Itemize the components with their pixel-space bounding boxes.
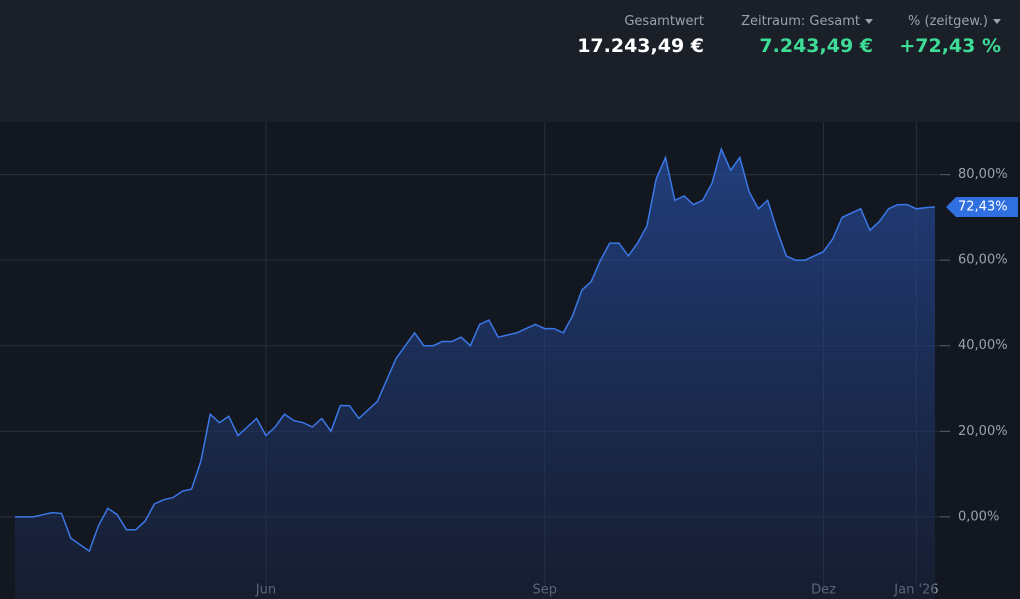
stat: Gesamtwert 17.243,49 € xyxy=(577,14,704,57)
mode-dropdown[interactable]: % (zeitgew.) xyxy=(899,14,1001,29)
y-tick-label: 20,00% xyxy=(958,424,1008,439)
area xyxy=(15,149,935,599)
stat: Zeitraum: Gesamt 7.243,49 € xyxy=(741,14,873,57)
value-badge xyxy=(946,197,1018,218)
y-tick-label: 60,00% xyxy=(958,253,1008,268)
stat-label: Gesamtwert xyxy=(624,14,704,29)
period-dropdown[interactable]: Zeitraum: Gesamt xyxy=(741,14,873,29)
stat-value: 17.243,49 € xyxy=(577,35,704,57)
value-label: 72,43% xyxy=(958,200,1008,215)
stat-value: 7.243,49 € xyxy=(759,35,873,57)
y-tick-label: 40,00% xyxy=(958,338,1008,353)
y-tick-label: 80,00% xyxy=(958,167,1008,182)
header: Gesamtwert 17.243,49 € Zeitraum: Gesamt … xyxy=(0,0,1020,122)
stat: % (zeitgew.) +72,43 % xyxy=(899,14,1001,57)
chart: JunSepDezJan '260,00%20,00%40,00%60,00%8… xyxy=(0,122,1018,599)
line xyxy=(15,146,936,553)
y-tick-label: 0,00% xyxy=(958,509,999,524)
stat-value: +72,43 % xyxy=(899,35,1001,57)
